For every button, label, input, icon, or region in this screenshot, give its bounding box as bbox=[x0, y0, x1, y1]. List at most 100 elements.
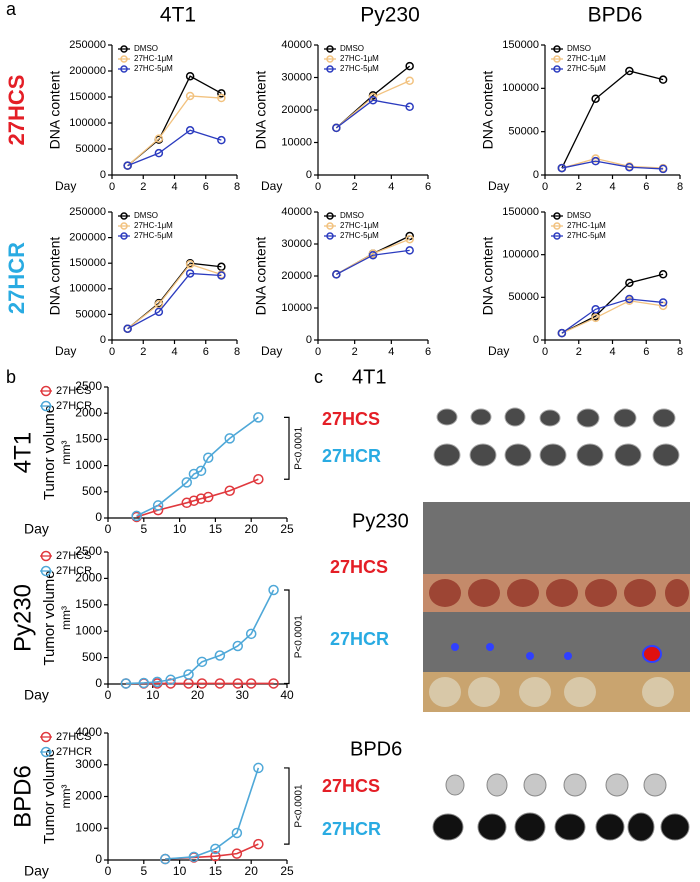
x-tick-label: 5 bbox=[140, 864, 147, 878]
x-tick-label: 0 bbox=[105, 688, 112, 702]
legend-label: 27HC-5μM bbox=[340, 231, 379, 240]
y-tick-label: 500 bbox=[82, 650, 102, 664]
data-point bbox=[405, 234, 414, 244]
mouse-images bbox=[423, 502, 690, 712]
y-tick-label: 20000 bbox=[281, 104, 312, 116]
legend-label: 27HCS bbox=[56, 731, 91, 743]
y-tick-label: 150000 bbox=[69, 257, 106, 269]
y-tick-label: 0 bbox=[95, 852, 102, 866]
data-point bbox=[154, 148, 164, 158]
data-point bbox=[658, 75, 668, 84]
series-line bbox=[165, 767, 260, 860]
legend-label: 27HCR bbox=[56, 565, 92, 577]
y-axis-unit: mm³ bbox=[59, 606, 73, 630]
data-point bbox=[154, 134, 164, 143]
x-tick-label: 2 bbox=[576, 346, 582, 358]
data-point bbox=[185, 91, 195, 101]
x-tick-label: 0 bbox=[315, 181, 321, 193]
y-tick-label: 50000 bbox=[508, 126, 539, 138]
y-tick-label: 0 bbox=[533, 169, 539, 181]
x-tick-label: 0 bbox=[542, 181, 548, 193]
x-axis-label: Day bbox=[55, 179, 76, 193]
x-axis-label: Day bbox=[24, 687, 49, 703]
data-point bbox=[231, 848, 243, 859]
data-point bbox=[557, 328, 567, 338]
legend-label: DMSO bbox=[134, 44, 158, 53]
group-label: 27HCR bbox=[322, 819, 381, 839]
p-value: P<0.0001 bbox=[294, 615, 305, 659]
legend-label: 27HC-5μM bbox=[134, 64, 173, 73]
y-axis-label: DNA content bbox=[480, 237, 496, 316]
data-point bbox=[658, 298, 668, 307]
x-tick-label: 10 bbox=[146, 688, 160, 702]
legend-marker bbox=[326, 55, 334, 63]
series-line bbox=[561, 273, 664, 334]
x-tick-label: 4 bbox=[171, 346, 177, 358]
y-tick-label: 200000 bbox=[69, 232, 106, 244]
y-tick-label: 2500 bbox=[75, 544, 102, 558]
x-tick-label: 2 bbox=[140, 346, 146, 358]
data-point bbox=[591, 94, 600, 103]
x-tick-label: 2 bbox=[352, 346, 358, 358]
legend-label: 27HC-5μM bbox=[567, 64, 606, 73]
data-point bbox=[217, 271, 226, 280]
series-line bbox=[127, 75, 222, 167]
x-tick-label: 10 bbox=[173, 864, 187, 878]
y-tick-label: 250000 bbox=[69, 206, 106, 218]
data-point bbox=[253, 838, 264, 850]
y-axis-label: DNA content bbox=[253, 71, 269, 150]
legend-marker bbox=[120, 222, 128, 230]
series-line bbox=[127, 263, 222, 330]
x-tick-label: 20 bbox=[191, 688, 205, 702]
y-axis-unit: mm³ bbox=[59, 785, 73, 809]
legend-marker bbox=[40, 550, 52, 562]
data-point bbox=[591, 154, 600, 163]
y-tick-label: 250000 bbox=[69, 39, 106, 51]
series-line bbox=[336, 249, 410, 275]
x-axis-label: Day bbox=[24, 863, 49, 879]
data-point bbox=[268, 678, 279, 689]
y-tick-label: 4000 bbox=[75, 725, 102, 739]
data-point bbox=[232, 640, 244, 652]
x-tick-label: 0 bbox=[105, 864, 112, 878]
y-tick-label: 1500 bbox=[75, 432, 102, 446]
legend-marker bbox=[40, 400, 52, 412]
section-title: Py230 bbox=[352, 510, 409, 532]
y-axis-label: DNA content bbox=[480, 71, 496, 150]
legend-label: 27HC-1μM bbox=[567, 54, 606, 63]
x-tick-label: 15 bbox=[209, 864, 223, 878]
x-tick-label: 6 bbox=[425, 346, 431, 358]
data-point bbox=[185, 259, 195, 269]
p-value: P<0.0001 bbox=[294, 426, 305, 470]
legend-marker bbox=[553, 222, 561, 230]
series-line bbox=[561, 160, 664, 170]
x-tick-label: 6 bbox=[643, 181, 649, 193]
data-point bbox=[245, 678, 257, 689]
series-line bbox=[125, 589, 275, 685]
x-tick-label: 30 bbox=[236, 688, 250, 702]
data-point bbox=[196, 656, 208, 668]
group-label: 27HCS bbox=[330, 557, 388, 577]
y-tick-label: 0 bbox=[100, 169, 106, 181]
legend-label: DMSO bbox=[340, 211, 364, 220]
y-tick-label: 50000 bbox=[75, 308, 106, 320]
y-tick-label: 50000 bbox=[75, 143, 106, 155]
y-axis-label: Tumor volume bbox=[41, 405, 58, 500]
y-tick-label: 1000 bbox=[75, 820, 102, 834]
panel-label: b bbox=[6, 367, 16, 387]
data-point bbox=[214, 678, 226, 689]
panel-c: 4T1 27HCS 27HCR Py230 27HCS 27HCR BPD6 2… bbox=[322, 366, 690, 842]
legend-marker bbox=[40, 565, 52, 577]
legend-label: 27HC-1μM bbox=[340, 54, 379, 63]
data-point bbox=[188, 495, 200, 506]
data-point bbox=[195, 493, 207, 504]
y-tick-label: 0 bbox=[100, 334, 106, 346]
group-label: 27HCR bbox=[330, 629, 389, 649]
data-point bbox=[196, 678, 208, 689]
y-tick-label: 40000 bbox=[281, 206, 312, 218]
series-line bbox=[561, 70, 664, 169]
row-title: BPD6 bbox=[9, 765, 36, 828]
legend-marker bbox=[120, 212, 128, 220]
data-point bbox=[405, 102, 414, 111]
